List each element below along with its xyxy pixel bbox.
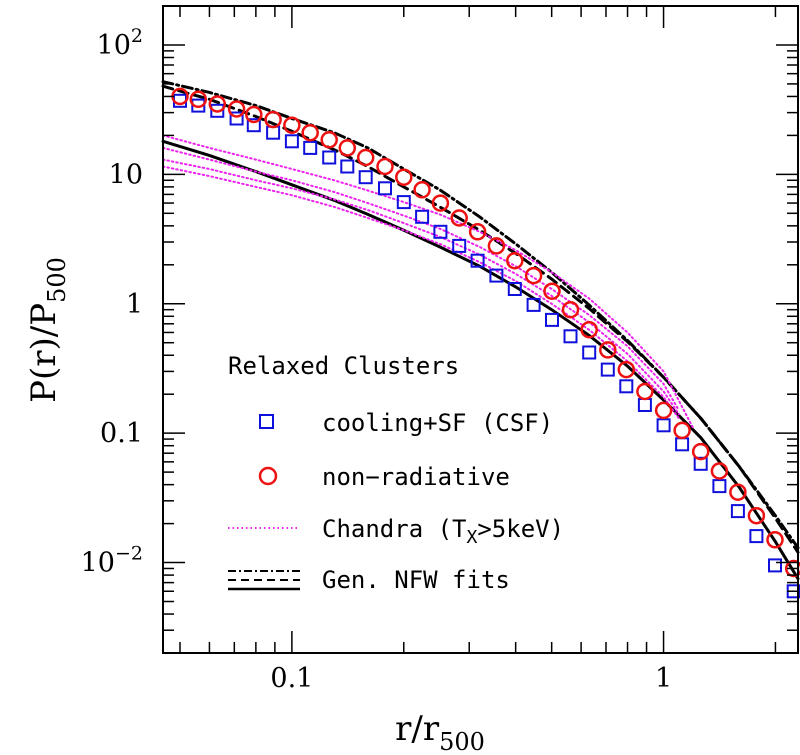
data-point-nonradiative [227,100,246,118]
data-point-csf [730,504,745,519]
y-axis-title-main: P(r)/P [24,303,64,403]
data-point-nonradiative [673,421,691,440]
data-point-csf [433,224,448,239]
data-point-nonradiative [543,282,561,300]
data-point-nonradiative [413,181,431,199]
data-point-nonradiative [617,360,636,379]
data-point-csf [693,456,708,471]
x-axis-title: r/r500 [395,709,485,755]
data-point-csf [619,379,634,394]
plot-markers [171,87,800,599]
data-point-csf [526,297,541,312]
data-point-nonradiative [468,223,487,241]
data-point-nonradiative [691,442,710,461]
legend-label-csf: cooling+SF (CSF) [322,409,553,437]
data-point-csf [266,125,281,140]
data-point-csf [507,282,522,296]
data-point-nonradiative [189,90,208,109]
data-point-csf [545,312,559,327]
data-point-nonradiative [395,168,413,186]
data-point-csf [210,103,225,118]
x-axis-title-main: r/r [395,709,440,749]
data-point-nonradiative [376,157,394,176]
legend: Relaxed Clusters cooling+SF (CSF) non−ra… [228,352,564,594]
data-point-csf [358,170,373,185]
series-line-chandra-4 [162,165,680,420]
x-tick-label: 1 [655,663,672,694]
series-line-chandra-1 [162,134,694,429]
legend-title: Relaxed Clusters [228,352,459,380]
data-point-csf [563,329,578,344]
data-point-csf [229,111,244,126]
y-axis-title-sub: 500 [43,257,71,303]
data-point-nonradiative [784,559,800,578]
series-line-chandra-3 [162,158,680,416]
y-tick-label: 10 [109,159,143,190]
data-point-nonradiative [524,266,543,285]
data-point-nonradiative [710,462,729,480]
plot-frame [162,5,799,654]
legend-label-chandra: Chandra (TX>5keV) [322,515,564,548]
data-point-nonradiative [580,320,598,339]
data-point-csf [656,418,671,433]
legend-label-fits: Gen. NFW fits [322,566,510,594]
y-tick-label: 0.1 [100,418,143,449]
data-point-nonradiative [636,382,654,401]
legend-marker-fits [228,570,300,591]
data-point-nonradiative [487,237,506,255]
data-point-nonradiative [729,483,747,501]
data-point-nonradiative [356,148,375,167]
data-point-csf [712,479,727,494]
data-point-nonradiative [431,194,450,212]
legend-label-nonradiative: non−radiative [322,463,510,491]
data-point-csf [470,253,485,268]
axis-ticks [163,5,798,654]
data-point-csf [396,195,411,210]
legend-marker-nonradiative [258,466,278,486]
data-point-nonradiative [506,251,524,270]
data-point-csf [246,118,261,133]
data-point-nonradiative [283,116,301,134]
data-point-nonradiative [208,95,227,113]
data-point-nonradiative [338,139,357,157]
data-point-csf [675,437,690,452]
data-point-csf [284,134,299,149]
data-point-csf [452,238,467,253]
data-point-nonradiative [599,341,617,359]
data-point-csf [768,558,782,573]
data-point-csf [415,209,430,224]
data-point-nonradiative [747,506,766,525]
x-axis-title-sub: 500 [439,728,485,755]
data-point-nonradiative [245,105,263,124]
y-axis-title: P(r)/P500 [24,257,71,403]
plot-lines [161,80,800,581]
data-point-csf [582,345,597,360]
data-point-nonradiative [320,131,338,149]
y-tick-label: 1 [126,289,143,320]
data-point-csf [303,140,318,155]
data-point-csf [637,398,652,412]
data-point-nonradiative [561,300,580,319]
data-point-nonradiative [301,123,319,142]
data-point-csf [340,159,355,174]
data-point-csf [600,362,615,377]
data-point-csf [322,150,337,165]
data-point-nonradiative [654,401,673,420]
data-point-csf [378,181,392,196]
data-point-csf [489,268,504,283]
data-point-nonradiative [264,110,282,129]
y-tick-label: 10−2 [81,543,143,579]
data-point-nonradiative [450,209,468,227]
data-point-csf [749,529,764,544]
y-tick-label: 102 [97,25,143,61]
legend-marker-csf [259,414,274,429]
x-tick-label: 0.1 [270,663,313,694]
tick-labels: 0.1 1 10−2 0.1 1 10 102 [81,25,673,694]
data-point-nonradiative [766,531,784,549]
series-line-chandra-2 [162,146,680,412]
